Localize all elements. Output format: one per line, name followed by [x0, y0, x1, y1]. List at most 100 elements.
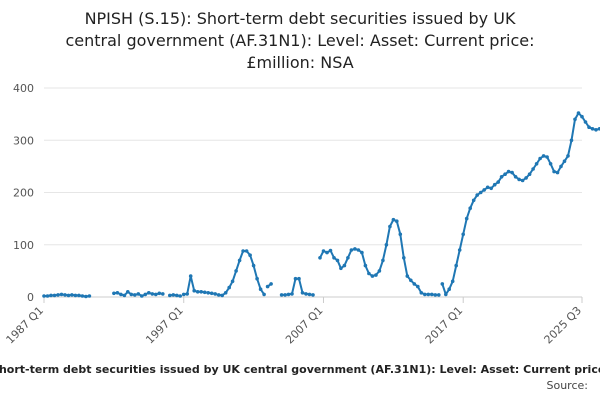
data-point	[482, 188, 487, 192]
data-point	[230, 279, 235, 284]
data-point	[402, 255, 406, 260]
data-point	[346, 255, 350, 260]
data-point	[213, 292, 217, 296]
data-point	[412, 282, 417, 286]
chart-title-line-1: NPISH (S.15): Short-term debt securities…	[85, 9, 516, 28]
data-point	[590, 127, 595, 131]
data-point	[133, 293, 137, 297]
data-point	[541, 154, 546, 158]
data-point	[573, 117, 577, 122]
data-point	[409, 278, 413, 283]
data-point	[374, 273, 378, 277]
data-point	[192, 288, 196, 293]
data-point	[566, 154, 570, 158]
data-point	[468, 206, 473, 210]
data-point	[471, 198, 476, 203]
data-point	[391, 217, 396, 222]
data-point	[430, 292, 434, 297]
data-point	[73, 293, 78, 298]
data-point	[524, 176, 528, 180]
data-point	[485, 185, 490, 190]
data-point	[527, 172, 532, 176]
data-point	[381, 258, 385, 263]
data-point	[353, 247, 357, 251]
x-axis: 1987 Q1 1997 Q1 2007 Q1 2017 Q1 2025 Q3	[4, 297, 585, 347]
data-point	[587, 125, 591, 129]
data-point	[339, 266, 343, 271]
data-point	[147, 291, 151, 295]
data-point	[328, 248, 333, 253]
data-point	[360, 250, 364, 255]
data-point	[311, 293, 315, 297]
data-point	[569, 138, 574, 143]
data-point	[178, 294, 182, 298]
chart-title-line-3: £million: NSA	[246, 53, 353, 72]
data-point	[492, 182, 497, 187]
data-point	[395, 219, 399, 223]
y-tick-label: 300	[13, 134, 34, 147]
data-point	[416, 284, 420, 289]
data-point	[241, 249, 245, 253]
data-point	[444, 292, 448, 297]
data-point	[545, 155, 549, 159]
data-point	[126, 290, 130, 294]
data-point	[209, 291, 214, 296]
series-points	[42, 111, 600, 299]
data-point	[457, 248, 462, 252]
data-point	[112, 291, 116, 296]
data-point	[370, 274, 375, 278]
x-tick-label: 2007 Q1	[283, 304, 326, 347]
data-point	[84, 294, 88, 299]
series-line-segment	[281, 277, 314, 296]
data-point	[87, 294, 92, 298]
data-point	[140, 294, 144, 298]
data-point	[171, 293, 176, 297]
data-point	[534, 162, 539, 166]
data-point	[49, 293, 53, 298]
data-point	[440, 282, 445, 286]
data-point	[265, 284, 270, 289]
data-point	[293, 276, 298, 281]
data-point	[129, 292, 134, 297]
data-point	[122, 293, 127, 298]
data-point	[185, 292, 189, 296]
data-point	[450, 279, 455, 284]
data-point	[559, 164, 563, 169]
data-point	[555, 170, 560, 175]
data-point	[426, 292, 431, 297]
data-point	[423, 292, 427, 297]
data-point	[332, 255, 336, 260]
data-point	[195, 290, 200, 294]
data-point	[419, 291, 424, 295]
data-point	[437, 293, 441, 297]
data-point	[363, 263, 368, 268]
data-point	[576, 111, 581, 115]
data-point	[136, 292, 141, 296]
data-point	[154, 292, 158, 297]
data-point	[461, 232, 466, 237]
x-tick-label: 2025 Q3	[542, 304, 585, 347]
y-tick-label: 200	[13, 187, 34, 200]
data-point	[206, 291, 210, 295]
data-point	[66, 293, 71, 298]
data-point	[286, 292, 291, 297]
data-point	[384, 243, 389, 247]
data-point	[220, 293, 224, 298]
data-point	[349, 248, 354, 252]
data-point	[388, 224, 392, 229]
data-point	[297, 276, 301, 281]
data-point	[157, 291, 162, 296]
source-label: Source:	[547, 379, 589, 392]
data-point	[520, 178, 525, 183]
y-tick-label: 400	[13, 82, 34, 95]
data-point	[77, 293, 81, 298]
y-tick-label: 0	[27, 291, 34, 304]
data-point	[216, 293, 221, 297]
y-axis-ticks: 0 100 200 300 400	[13, 82, 34, 304]
y-tick-label: 100	[13, 239, 34, 252]
data-point	[325, 250, 329, 255]
data-point	[335, 258, 340, 263]
data-point	[234, 269, 238, 273]
data-point	[597, 127, 600, 131]
